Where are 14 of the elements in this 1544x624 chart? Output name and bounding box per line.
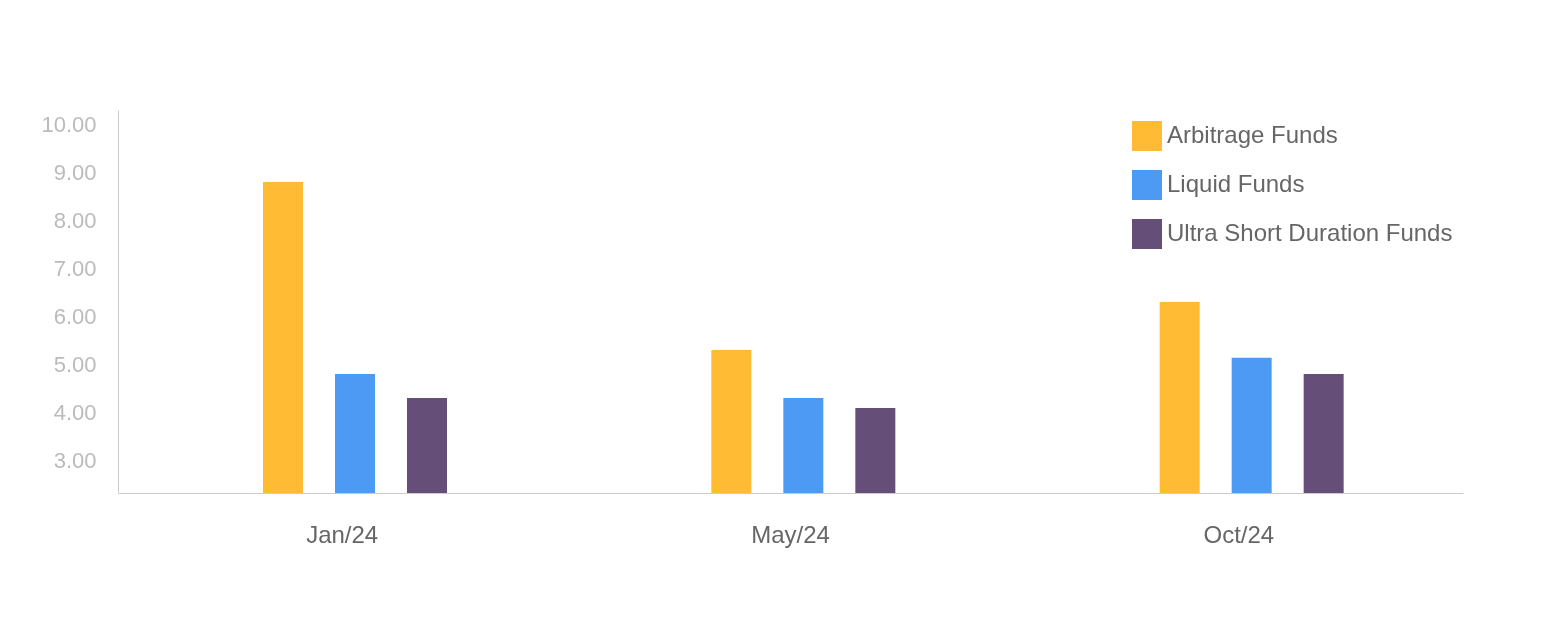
y-tick-label: 10.00 xyxy=(41,112,97,138)
y-tick-label: 7.00 xyxy=(53,256,97,282)
y-tick-label: 9.00 xyxy=(53,160,97,186)
legend-label: Arbitrage Funds xyxy=(1167,121,1338,148)
legend-label: Liquid Funds xyxy=(1167,170,1305,197)
x-tick-label: Oct/24 xyxy=(1203,520,1275,548)
x-tick-label: May/24 xyxy=(751,520,830,548)
legend-label: Ultra Short Duration Funds xyxy=(1167,219,1453,246)
x-tick-label: Jan/24 xyxy=(306,520,379,548)
y-tick-label: 6.00 xyxy=(53,304,97,330)
y-tick-label: 3.00 xyxy=(53,448,97,474)
y-tick-label: 5.00 xyxy=(53,352,97,378)
y-tick-label: 4.00 xyxy=(53,400,97,426)
y-tick-label: 8.00 xyxy=(53,208,97,234)
